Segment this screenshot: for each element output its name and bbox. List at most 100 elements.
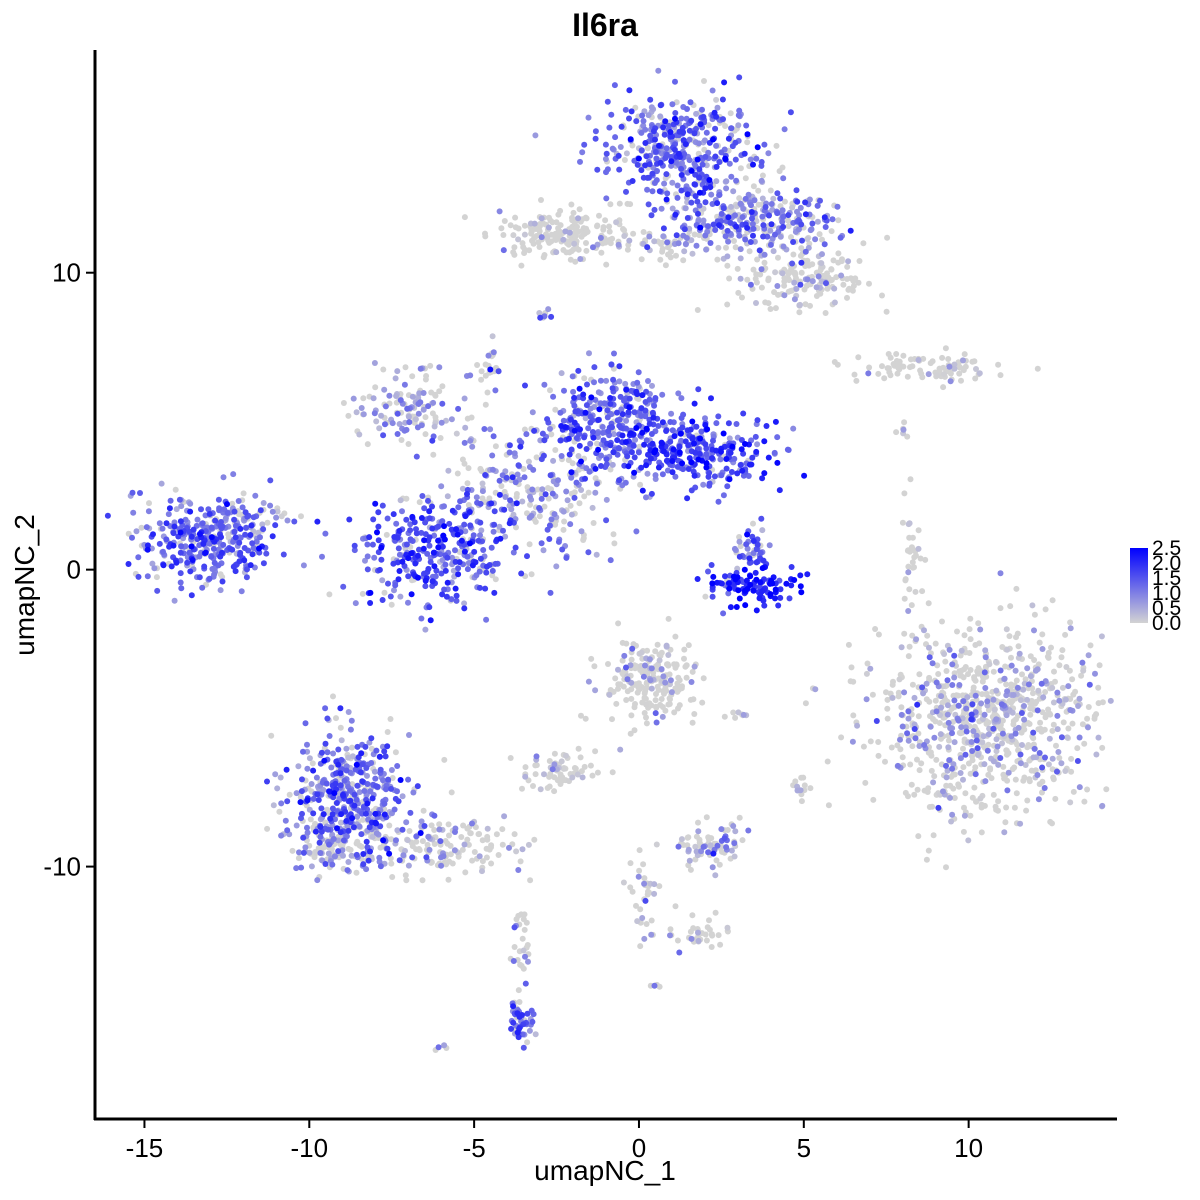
cell-point <box>626 115 632 122</box>
cell-point <box>392 375 399 382</box>
cell-point <box>340 400 347 406</box>
cell-point <box>537 786 544 793</box>
cell-point <box>905 569 912 576</box>
cell-point <box>618 406 625 413</box>
cell-point <box>632 436 639 443</box>
cell-point <box>932 640 939 647</box>
cell-point <box>211 559 218 566</box>
cell-point <box>798 269 805 276</box>
cell-point <box>510 549 517 556</box>
cell-point <box>371 768 378 775</box>
cell-point <box>345 827 352 834</box>
cell-point <box>178 543 185 550</box>
cell-point <box>1020 686 1027 693</box>
cell-point <box>854 722 861 729</box>
cell-point <box>958 377 964 384</box>
cell-point <box>516 999 523 1005</box>
cell-point <box>396 527 403 534</box>
cell-point <box>628 108 635 115</box>
cell-point <box>482 401 489 408</box>
cell-point <box>323 780 330 787</box>
cell-point <box>634 395 641 402</box>
cell-point <box>825 802 832 809</box>
cell-point <box>707 842 714 849</box>
cell-point <box>476 568 483 575</box>
cell-point <box>641 441 648 448</box>
cell-point <box>555 538 562 545</box>
cell-point <box>1091 715 1098 722</box>
cell-point <box>896 676 903 683</box>
cell-point <box>1035 687 1042 694</box>
cell-point <box>666 671 673 678</box>
cell-point <box>561 518 568 525</box>
cell-point <box>549 490 556 497</box>
cell-point <box>676 443 683 450</box>
cell-point <box>595 417 602 423</box>
cell-point <box>338 819 344 826</box>
cell-point <box>643 153 650 160</box>
cell-point <box>500 247 507 254</box>
cell-point <box>513 916 520 923</box>
cell-point <box>875 739 882 745</box>
cell-point <box>283 766 290 773</box>
cell-point <box>834 361 841 368</box>
cell-point <box>679 683 685 690</box>
cell-point <box>364 566 371 573</box>
cell-point <box>196 553 203 560</box>
cell-point <box>652 703 659 710</box>
cell-point <box>688 679 695 685</box>
cell-point <box>772 269 779 276</box>
cell-point <box>241 557 248 564</box>
cell-point <box>167 497 174 504</box>
cell-point <box>687 99 694 106</box>
cell-point <box>754 256 761 263</box>
cell-point <box>648 431 655 437</box>
cell-point <box>317 833 324 840</box>
cell-point <box>522 382 528 389</box>
cell-point <box>208 524 215 531</box>
cell-point <box>655 687 662 693</box>
cell-point <box>624 676 631 683</box>
cell-point <box>482 233 489 240</box>
cell-point <box>413 453 420 460</box>
cell-point <box>804 276 811 283</box>
cell-point <box>966 650 973 656</box>
cell-point <box>835 250 842 257</box>
cell-point <box>640 118 647 124</box>
cell-point <box>366 824 373 831</box>
cell-point <box>560 417 567 424</box>
cell-point <box>676 949 683 956</box>
cell-point <box>297 794 304 801</box>
cell-point <box>686 127 693 134</box>
cell-point <box>915 357 922 363</box>
cell-point <box>1021 716 1028 723</box>
cell-point <box>135 573 142 580</box>
cell-point <box>758 159 765 165</box>
cell-point <box>612 134 619 141</box>
cell-point <box>296 849 302 856</box>
cell-point <box>1008 662 1015 669</box>
cell-point <box>330 836 337 842</box>
cell-point <box>270 802 277 809</box>
cell-point <box>747 239 754 245</box>
cell-point <box>337 782 344 789</box>
cell-point <box>391 806 398 813</box>
cell-point <box>596 212 602 219</box>
cell-point <box>997 372 1004 379</box>
cell-point <box>375 537 382 544</box>
cell-point <box>188 533 195 540</box>
cell-point <box>326 591 333 598</box>
cell-point <box>517 443 524 450</box>
cell-point <box>547 387 553 394</box>
cell-point <box>521 222 528 229</box>
cell-point <box>461 600 468 607</box>
cell-point <box>1049 597 1056 604</box>
cell-point <box>506 520 513 527</box>
cell-point <box>426 846 433 853</box>
cell-point <box>649 170 656 177</box>
cell-point <box>448 416 455 423</box>
cell-point <box>724 227 731 234</box>
cell-point <box>672 664 679 671</box>
cell-point <box>1038 680 1045 687</box>
cell-point <box>559 546 566 553</box>
